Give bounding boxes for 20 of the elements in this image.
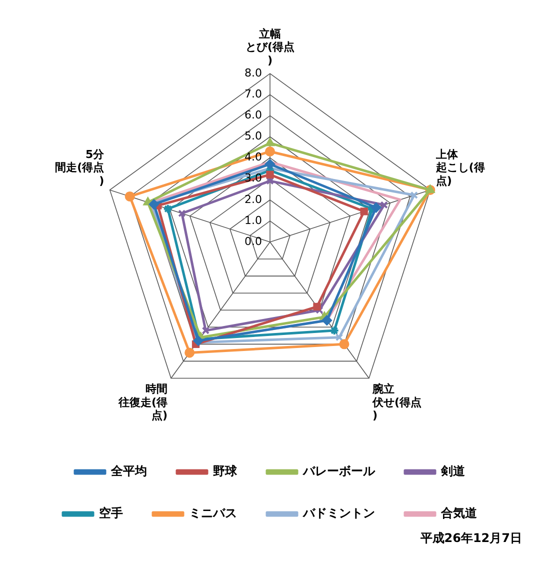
- y-tick-label: 7.0: [244, 88, 262, 101]
- spoke-label: 時間往復走(得点): [117, 382, 168, 422]
- y-tick-label: 6.0: [244, 108, 262, 122]
- spoke-label: 上体起こし(得点): [434, 148, 485, 188]
- legend-label: バドミントン: [302, 506, 375, 520]
- y-tick-label: 8.0: [244, 66, 262, 80]
- legend-label: ミニバス: [189, 506, 237, 520]
- legend-label: 合気道: [440, 506, 478, 520]
- spoke-label: 5分間走(得点): [55, 148, 106, 188]
- y-tick-label: 5.0: [244, 130, 262, 143]
- legend-label: バレーボール: [302, 464, 376, 478]
- legend-label: 全平均: [110, 464, 147, 478]
- y-tick-label: 2.0: [244, 192, 262, 206]
- spoke-label: 腕立伏せ(得点): [372, 382, 422, 422]
- legend-label: 剣道: [440, 464, 466, 478]
- spoke-label: 立幅とび(得点): [245, 27, 295, 67]
- y-tick-label: 1.0: [244, 214, 262, 227]
- legend-label: 空手: [99, 506, 123, 520]
- legend-label: 野球: [213, 464, 238, 478]
- text: 平成26年12月7日: [419, 530, 523, 547]
